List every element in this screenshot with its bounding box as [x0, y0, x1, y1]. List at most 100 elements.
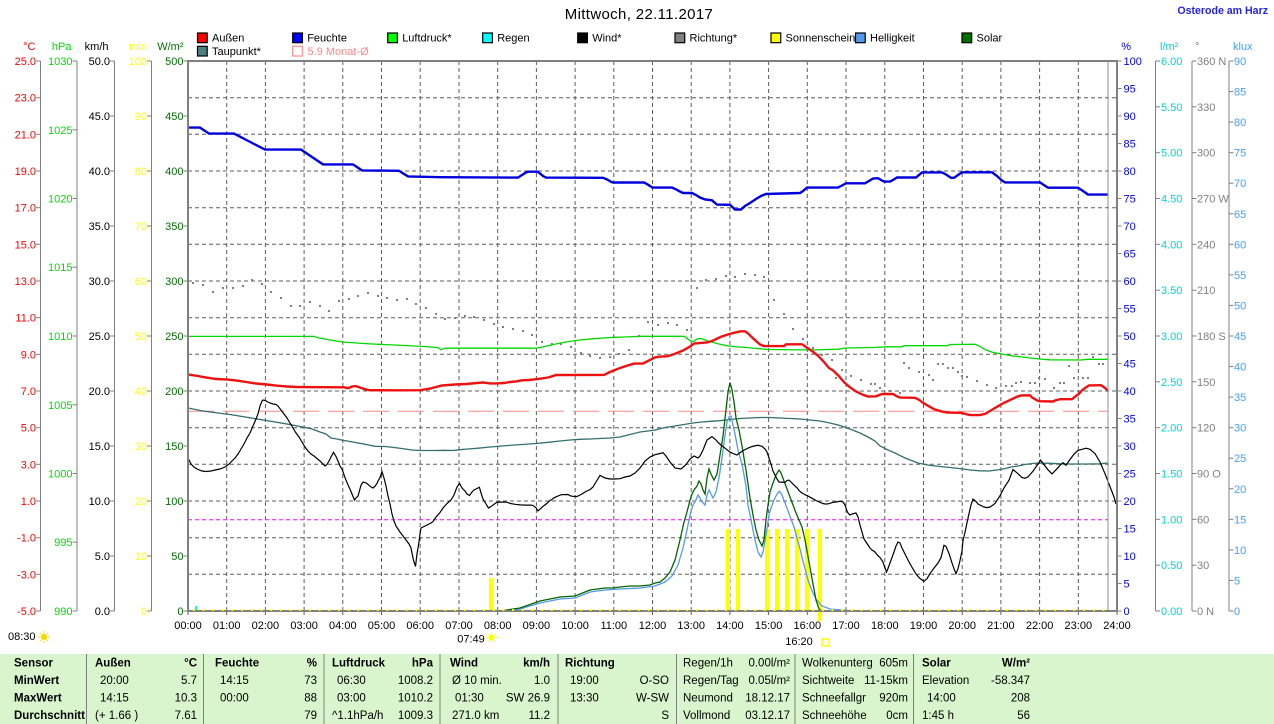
svg-text:50: 50	[171, 551, 183, 563]
svg-text:995: 995	[54, 537, 72, 549]
svg-text:5.9 Monat-Ø: 5.9 Monat-Ø	[308, 46, 370, 58]
svg-text:1005: 1005	[48, 400, 72, 412]
svg-text:23.0: 23.0	[15, 93, 36, 105]
svg-text:Schneefallgr: Schneefallgr	[802, 693, 866, 705]
svg-text:19:00: 19:00	[910, 620, 938, 632]
svg-text:Regen: Regen	[497, 33, 529, 45]
svg-text:3.00: 3.00	[1161, 331, 1182, 343]
svg-text:75: 75	[1124, 194, 1136, 206]
svg-text:Wind*: Wind*	[592, 33, 622, 45]
svg-text:70: 70	[1124, 221, 1136, 233]
svg-text:15: 15	[1124, 524, 1136, 536]
svg-text:08:30: 08:30	[8, 631, 36, 643]
svg-text:17.0: 17.0	[15, 203, 36, 215]
svg-text:200: 200	[165, 386, 183, 398]
svg-text:Regen/1h: Regen/1h	[683, 658, 733, 670]
svg-text:3.50: 3.50	[1161, 285, 1182, 297]
svg-text:l/m²: l/m²	[1160, 41, 1179, 53]
svg-text:11:00: 11:00	[600, 620, 627, 632]
svg-text:20: 20	[1124, 496, 1136, 508]
svg-text:11-15km: 11-15km	[864, 675, 908, 687]
svg-text:0.00: 0.00	[1161, 606, 1182, 618]
svg-text:70: 70	[1234, 178, 1246, 190]
svg-text:1030: 1030	[48, 56, 72, 68]
svg-text:40.0: 40.0	[89, 166, 110, 178]
svg-text:5: 5	[1234, 575, 1240, 587]
svg-text:990: 990	[54, 606, 72, 618]
svg-text:20: 20	[1234, 484, 1246, 496]
svg-text:25.0: 25.0	[89, 331, 110, 343]
svg-text:180 S: 180 S	[1197, 331, 1226, 343]
svg-text:35: 35	[1234, 392, 1246, 404]
svg-text:10: 10	[135, 551, 147, 563]
svg-text:min: min	[129, 41, 147, 53]
svg-text:65: 65	[1124, 249, 1136, 261]
svg-text:45.0: 45.0	[89, 111, 110, 123]
svg-text:14:00: 14:00	[927, 693, 956, 705]
svg-text:Mittwoch, 22.11.2017: Mittwoch, 22.11.2017	[565, 6, 713, 23]
svg-text:14:15: 14:15	[100, 693, 129, 705]
svg-text:Feuchte: Feuchte	[215, 658, 259, 670]
svg-text:1000: 1000	[48, 469, 72, 481]
svg-text:70: 70	[135, 221, 147, 233]
svg-text:00:00: 00:00	[174, 620, 202, 632]
svg-text:7.61: 7.61	[175, 710, 197, 722]
svg-text:klux: klux	[1233, 41, 1253, 53]
svg-text:9.0: 9.0	[21, 349, 36, 361]
svg-text:15.0: 15.0	[15, 239, 36, 251]
svg-text:Feuchte: Feuchte	[307, 33, 347, 45]
svg-text:0.00l/m²: 0.00l/m²	[748, 658, 790, 670]
svg-text:18.12.17: 18.12.17	[745, 693, 790, 705]
svg-text:Elevation: Elevation	[922, 675, 969, 687]
svg-text:-1.0: -1.0	[17, 533, 36, 545]
svg-text:30.0: 30.0	[89, 276, 110, 288]
svg-text:Sensor: Sensor	[14, 658, 54, 670]
svg-text:25.0: 25.0	[15, 56, 36, 68]
svg-text:03:00: 03:00	[337, 693, 366, 705]
svg-text:16:00: 16:00	[794, 620, 822, 632]
svg-text:01:30: 01:30	[455, 693, 484, 705]
svg-text:21:00: 21:00	[987, 620, 1015, 632]
svg-text:56: 56	[1017, 710, 1030, 722]
svg-text:SW 26.9: SW 26.9	[506, 693, 550, 705]
svg-text:0.50: 0.50	[1161, 560, 1182, 572]
svg-text:1015: 1015	[48, 262, 72, 274]
svg-text:80: 80	[1124, 166, 1136, 178]
svg-text:7.0: 7.0	[21, 386, 36, 398]
svg-text:5.0: 5.0	[21, 423, 36, 435]
svg-text:02:00: 02:00	[252, 620, 280, 632]
svg-text:90: 90	[135, 111, 147, 123]
svg-text:240: 240	[1197, 239, 1215, 251]
svg-text:10: 10	[1124, 551, 1136, 563]
svg-text:O-SO: O-SO	[640, 675, 669, 687]
svg-text:5.00: 5.00	[1161, 148, 1182, 160]
svg-text:50: 50	[135, 331, 147, 343]
svg-text:25: 25	[1234, 453, 1246, 465]
svg-text:1.50: 1.50	[1161, 469, 1182, 481]
svg-text:5.50: 5.50	[1161, 102, 1182, 114]
svg-text:40: 40	[1234, 362, 1246, 374]
svg-text:16:20: 16:20	[785, 636, 813, 648]
svg-text:50.0: 50.0	[89, 56, 110, 68]
svg-text:19.0: 19.0	[15, 166, 36, 178]
svg-text:60: 60	[1124, 276, 1136, 288]
svg-text:13:30: 13:30	[570, 693, 599, 705]
svg-text:13.0: 13.0	[15, 276, 36, 288]
svg-text:85: 85	[1124, 139, 1136, 151]
svg-text:0: 0	[1124, 606, 1130, 618]
svg-text:-5.0: -5.0	[17, 606, 36, 618]
svg-text:Ø 10 min.: Ø 10 min.	[452, 675, 502, 687]
svg-text:1.00: 1.00	[1161, 514, 1182, 526]
svg-text:W/m²: W/m²	[1002, 658, 1030, 670]
svg-text:°: °	[1195, 41, 1199, 53]
svg-text:1010: 1010	[48, 331, 72, 343]
svg-text:79: 79	[304, 710, 317, 722]
svg-text:210: 210	[1197, 285, 1215, 297]
svg-text:3.0: 3.0	[21, 459, 36, 471]
svg-text:10:00: 10:00	[561, 620, 589, 632]
svg-text:30: 30	[1197, 560, 1209, 572]
svg-text:5: 5	[1124, 579, 1130, 591]
svg-text:%: %	[307, 658, 317, 670]
svg-text:271.0 km: 271.0 km	[452, 710, 499, 722]
svg-text:60: 60	[1197, 514, 1209, 526]
